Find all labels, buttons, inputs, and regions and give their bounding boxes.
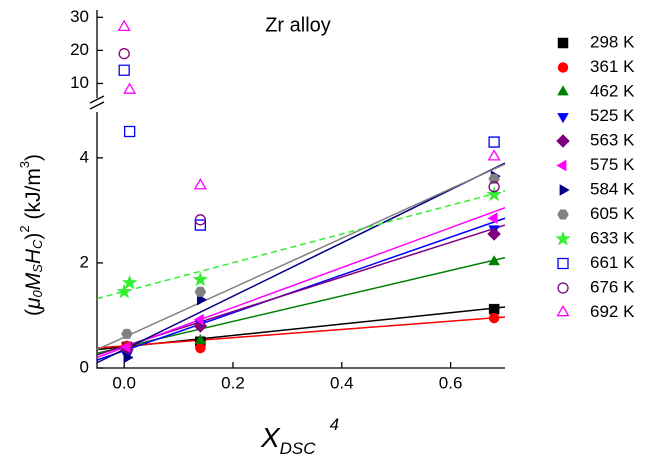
fit-line [96,217,506,361]
data-point [196,293,208,306]
data-point [193,313,204,326]
y-tick-label: 0 [80,357,89,376]
legend-marker [559,184,570,196]
data-point [120,341,131,353]
upper-y-tick-label: 20 [70,40,89,59]
upper-y-tick-label: 10 [70,73,89,92]
data-point [488,136,500,148]
legend-label: 692 K [590,302,635,321]
data-point [488,312,500,324]
x-tick-label: 0.0 [112,373,136,392]
legend-marker [556,159,567,172]
data-point [195,342,206,354]
legend-label: 605 K [590,204,635,223]
data-point [488,255,500,266]
legend-marker [557,85,569,96]
legend-label: 298 K [590,32,635,51]
y-tick-label: 4 [80,147,89,166]
legend-label: 676 K [590,277,635,296]
legend-marker [557,37,569,49]
fit-line [96,163,506,351]
data-point [488,181,500,193]
legend-label: 661 K [590,253,635,272]
legend-label: 575 K [590,155,635,174]
legend-marker [557,62,569,73]
data-point [123,351,134,364]
data-point [194,214,207,226]
data-point [193,178,207,190]
data-point [487,149,501,161]
legend-label: 462 K [590,81,635,100]
legend-label: 563 K [590,130,635,149]
legend-marker [557,282,569,294]
x-tick-label: 0.6 [439,373,463,392]
data-point [116,283,133,299]
legend-marker [556,304,570,317]
data-point [118,48,130,60]
legend-label: 633 K [590,228,635,247]
data-point [488,303,500,315]
data-point [117,19,131,32]
chart-title: Zr alloy [265,14,331,36]
axis-break [89,95,105,110]
fit-line [96,190,506,300]
legend-marker [557,209,569,220]
y-tick-label: 2 [80,252,89,271]
data-point [488,173,500,184]
legend-label: 361 K [590,57,635,76]
data-point [121,328,133,339]
legend-label: 584 K [590,179,635,198]
fit-line [96,316,506,349]
fit-line [96,256,506,355]
data-point [487,227,501,241]
data-point [118,64,130,76]
data-point [121,274,138,290]
data-point [486,186,502,202]
legend-marker [556,134,570,148]
x-tick-label: 0.4 [330,373,354,392]
legend-marker [555,230,571,246]
data-point [194,333,207,345]
legend-label: 525 K [590,106,635,125]
data-point [192,271,209,287]
x-tick-label: 0.2 [221,373,245,392]
upper-y-tick-label: 30 [70,7,89,26]
plot-area [96,19,571,364]
legend-marker [557,113,569,124]
legend-marker [557,257,569,270]
fit-line [96,207,506,359]
data-point [123,125,136,138]
y-axis-label: (μ0MSHC)2 (kJ/m3) [17,154,45,316]
x-axis-label: XDSC4 [260,415,339,458]
data-point [194,286,207,297]
data-point [123,82,137,94]
fit-line [96,162,506,364]
data-point [194,219,207,231]
data-point [487,212,498,225]
